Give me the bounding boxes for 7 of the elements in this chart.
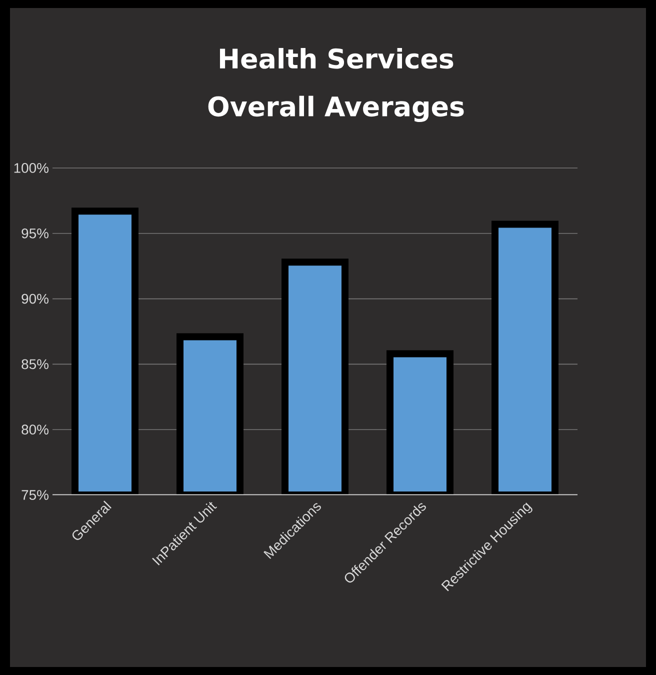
y-tick-label: 100%	[14, 163, 48, 173]
y-tick-label: 80%	[22, 424, 48, 435]
y-tick-label: 95%	[22, 228, 48, 238]
y-tick-label: 90%	[22, 294, 48, 304]
y-tick-label: 75%	[22, 490, 48, 500]
y-tick-label: 85%	[22, 359, 48, 370]
chart-title: Health Services Overall Averages	[208, 48, 464, 122]
